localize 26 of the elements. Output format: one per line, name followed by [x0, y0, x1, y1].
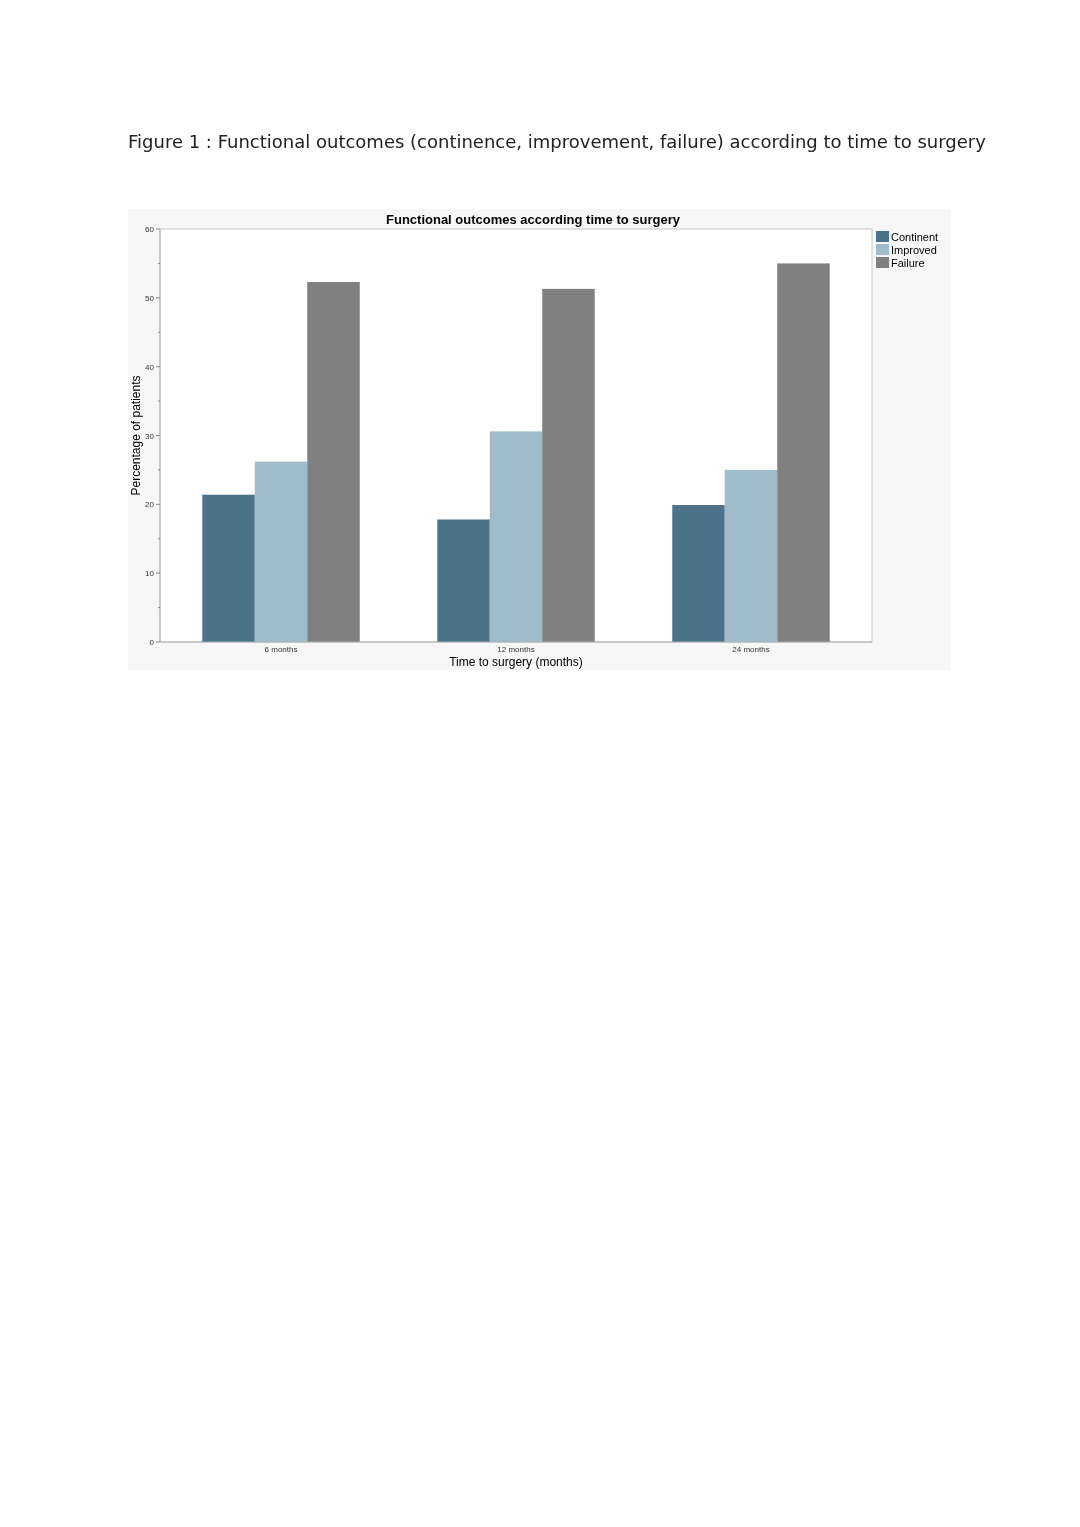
- bar: [542, 288, 595, 642]
- y-tick-label: 60: [145, 225, 155, 234]
- bar: [307, 282, 360, 642]
- y-tick-label: 10: [145, 569, 155, 579]
- chart-title: Figure 1 : Functional outcomes (continence, improvement, failure) according to time to surgery: [128, 131, 987, 152]
- x-tick-label: 12 months: [497, 645, 535, 654]
- x-tick-label: 24 months: [732, 645, 770, 654]
- bar: [202, 494, 255, 642]
- y-tick-label: 50: [145, 293, 155, 303]
- bar: [724, 469, 778, 642]
- legend-label: Continent: [891, 230, 939, 243]
- bar: [489, 431, 543, 642]
- y-tick-label: 30: [145, 431, 155, 441]
- bar: [672, 505, 725, 642]
- bar: [777, 263, 830, 642]
- bar: [254, 461, 308, 642]
- x-tick-label: 6 months: [264, 645, 298, 654]
- bar: [437, 519, 490, 642]
- x-axis-title: Time to surgery (months): [449, 655, 583, 669]
- y-axis-title: Percentage of patients: [129, 375, 143, 496]
- chart-subtitle: Functional outcomes according time to surgery: [386, 212, 681, 227]
- y-tick-label: 20: [145, 500, 155, 510]
- y-tick-label: 40: [145, 362, 155, 372]
- legend-label: Failure: [891, 256, 925, 269]
- y-tick-label: 0: [149, 638, 155, 647]
- legend-label: Improved: [891, 243, 937, 256]
